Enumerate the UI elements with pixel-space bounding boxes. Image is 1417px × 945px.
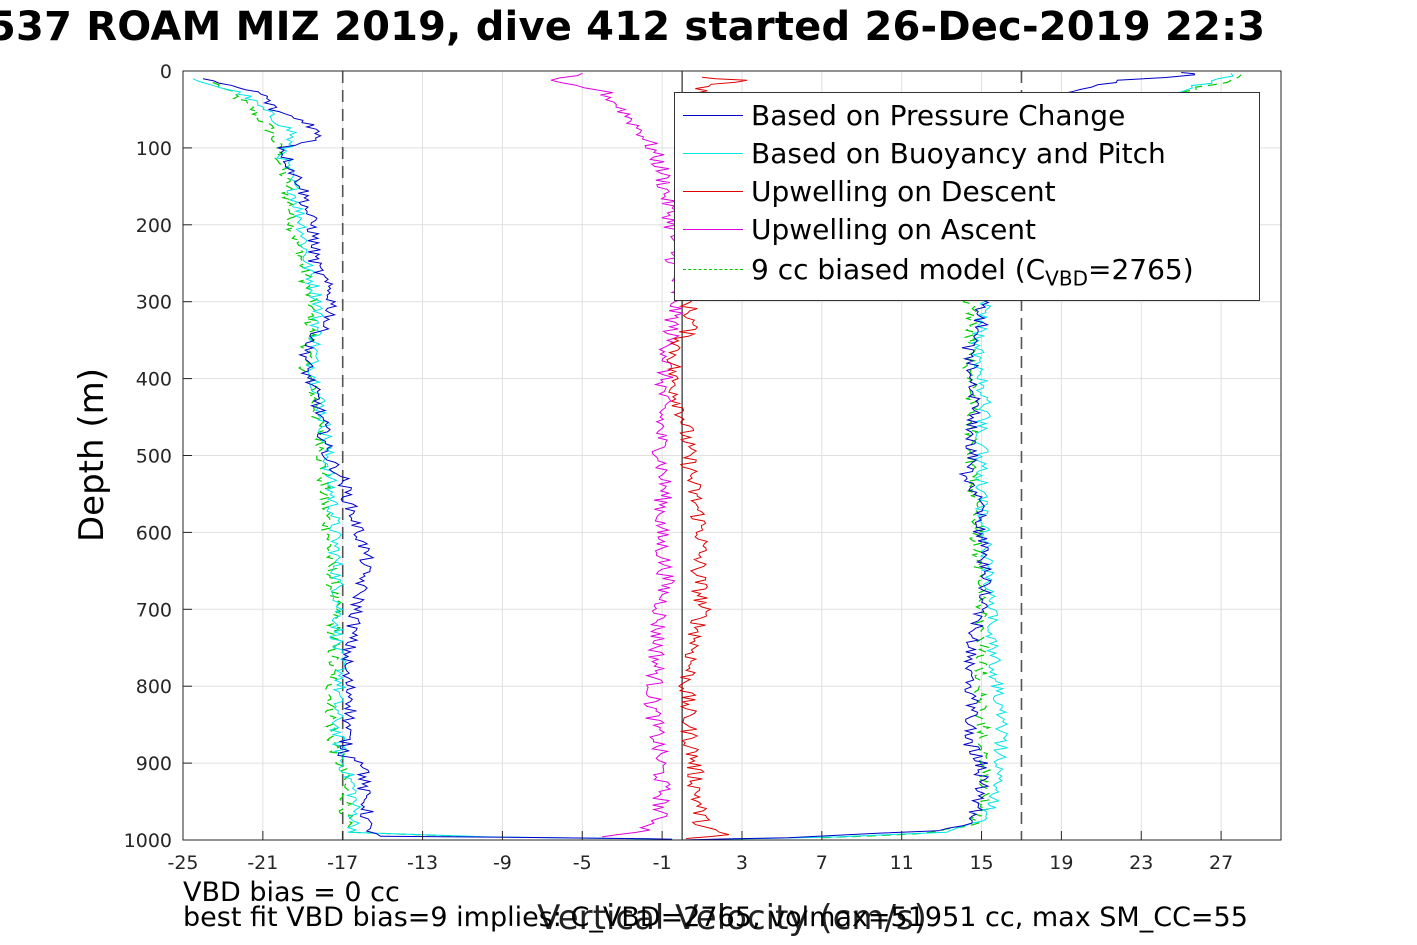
vbd-bias-note: VBD bias = 0 cc	[183, 877, 400, 908]
x-tick-label: 23	[1129, 852, 1153, 874]
series-line-pressure-descent	[202, 78, 673, 840]
y-tick-label: 200	[136, 215, 172, 237]
best-fit-note: best fit VBD bias=9 implies: C_VBD=2765,…	[183, 902, 1248, 933]
y-tick-label: 1000	[124, 830, 172, 852]
x-axis-ticks: -25 -21 -17 -13 -9 -5 -1 3 7 11 15 19 23 27	[167, 831, 1233, 874]
x-tick-label: 15	[969, 852, 993, 874]
legend-swatch-pressure	[683, 115, 743, 116]
legend-swatch-buoyancy	[683, 153, 743, 154]
x-tick-label: -25	[167, 852, 198, 874]
x-tick-label: 27	[1209, 852, 1233, 874]
chart-legend: Based on Pressure Change Based on Buoyan…	[674, 92, 1260, 301]
x-tick-label: -13	[407, 852, 438, 874]
chart-title: 537 ROAM MIZ 2019, dive 412 started 26-D…	[0, 4, 1266, 50]
legend-swatch-descent	[683, 191, 743, 192]
y-axis-label: Depth (m)	[72, 367, 112, 543]
y-tick-label: 800	[136, 676, 172, 698]
legend-label-descent: Upwelling on Descent	[751, 175, 1056, 208]
legend-label-pressure: Based on Pressure Change	[751, 99, 1126, 132]
y-tick-label: 700	[136, 599, 172, 621]
legend-swatch-model	[683, 269, 743, 270]
legend-label-model: 9 cc biased model (CVBD=2765)	[751, 253, 1194, 291]
legend-model-subscript: VBD	[1045, 266, 1088, 291]
y-axis-ticks: 0 100 200 300 400 500 600 700 800 900 1000	[124, 61, 192, 852]
x-tick-label: 7	[816, 852, 828, 874]
legend-swatch-ascent	[683, 229, 743, 230]
series-line-model-descent	[212, 81, 483, 838]
legend-label-ascent: Upwelling on Ascent	[751, 213, 1037, 246]
legend-entry-buoyancy: Based on Buoyancy and Pitch	[675, 135, 1259, 173]
series-line-buoyancy-descent	[192, 78, 673, 840]
y-tick-label: 0	[160, 61, 172, 83]
y-tick-label: 400	[136, 369, 172, 391]
legend-entry-ascent: Upwelling on Ascent	[675, 211, 1259, 249]
x-tick-label: -17	[327, 852, 358, 874]
legend-model-suffix: =2765)	[1087, 253, 1194, 286]
x-tick-label: -1	[653, 852, 672, 874]
legend-entry-model: 9 cc biased model (CVBD=2765)	[675, 251, 1259, 291]
x-tick-label: 3	[736, 852, 748, 874]
x-axis-label: Vertical Velocity (cm/s)	[537, 898, 927, 938]
y-tick-label: 900	[136, 753, 172, 775]
y-tick-label: 300	[136, 292, 172, 314]
y-tick-label: 600	[136, 522, 172, 544]
legend-model-prefix: 9 cc biased model (C	[751, 253, 1046, 286]
y-tick-label: 100	[136, 138, 172, 160]
y-tick-label: 500	[136, 446, 172, 468]
x-tick-label: -21	[247, 852, 278, 874]
legend-entry-descent: Upwelling on Descent	[675, 173, 1259, 211]
x-tick-label: 19	[1049, 852, 1073, 874]
x-tick-label: -9	[493, 852, 512, 874]
series-line-ascent-ascent	[550, 72, 684, 838]
legend-label-buoyancy: Based on Buoyancy and Pitch	[751, 137, 1166, 170]
legend-entry-pressure: Based on Pressure Change	[675, 97, 1259, 135]
x-tick-label: -5	[573, 852, 592, 874]
x-tick-label: 11	[890, 852, 914, 874]
